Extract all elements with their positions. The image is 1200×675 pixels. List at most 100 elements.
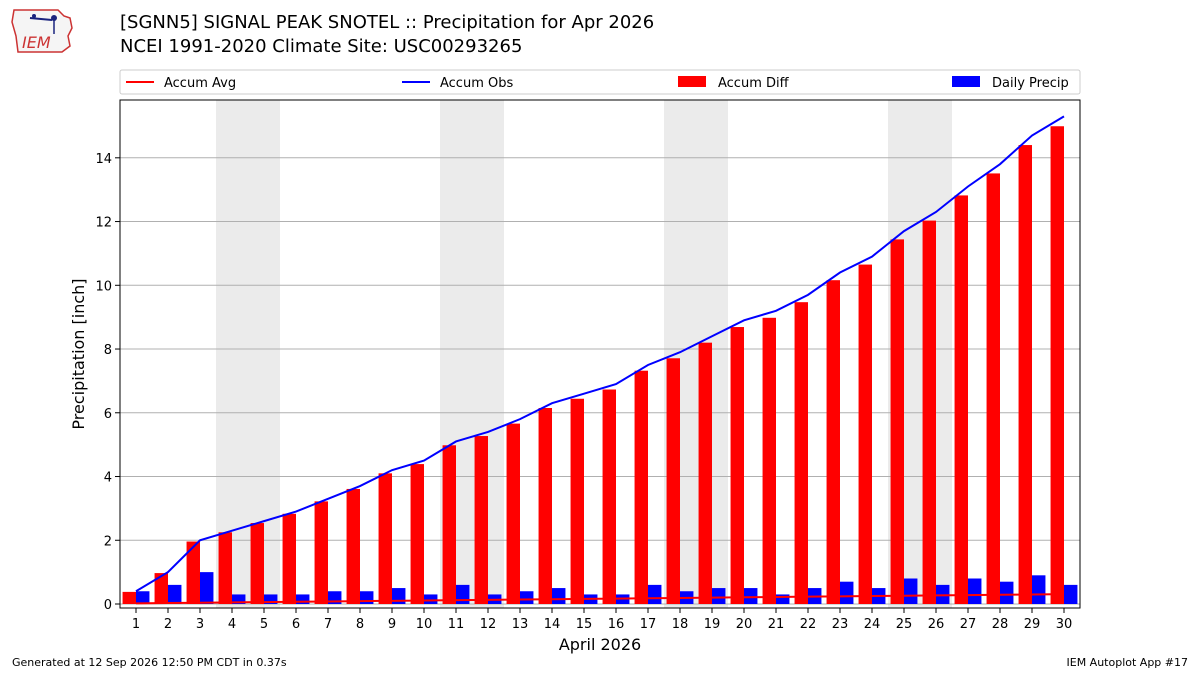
legend: Accum Avg Accum Obs Accum Diff Daily Precip [119,69,1081,95]
app-credit: IEM Autoplot App #17 [1066,656,1189,669]
bar-daily-precip [1000,581,1014,604]
bar-daily-precip [1064,584,1078,604]
bar-accum-diff [1018,145,1032,605]
plot-frame [119,99,1081,609]
x-tick-label: 9 [388,617,396,632]
bar-accum-diff [474,436,488,604]
generated-note: Generated at 12 Sep 2026 12:50 PM CDT in… [12,656,287,669]
x-tick-label: 11 [448,617,465,632]
x-tick-label: 12 [480,617,497,632]
bar-daily-precip [648,584,662,604]
bar-accum-diff [506,423,520,604]
bar-accum-diff [250,523,264,604]
bar-daily-precip [424,594,438,604]
bar-accum-diff [122,591,136,604]
x-tick-label: 29 [1024,617,1041,632]
bar-accum-diff [1050,126,1064,604]
legend-label: Accum Obs [440,76,513,91]
bar-daily-precip [840,581,854,604]
y-tick-label: 10 [95,279,112,294]
line-accum-avg [135,593,1065,605]
legend-swatch [952,76,980,87]
bar-daily-precip [264,594,278,604]
x-tick-label: 28 [992,617,1009,632]
bar-accum-diff [666,358,680,604]
y-axis-label: Precipitation [inch] [69,278,88,429]
legend-swatch [678,76,706,87]
bar-accum-diff [154,573,168,604]
bar-daily-precip [1032,575,1046,604]
bar-accum-diff [442,445,456,604]
x-tick-label: 24 [864,617,881,632]
bar-daily-precip [744,588,758,604]
bar-accum-diff [698,342,712,604]
x-tick-label: 3 [196,617,204,632]
legend-label: Accum Avg [164,76,236,91]
x-tick-label: 23 [832,617,849,632]
y-tick-label: 8 [104,343,112,358]
bar-daily-precip [712,588,726,604]
x-tick-label: 15 [576,617,593,632]
bar-accum-diff [186,541,200,604]
x-tick-label: 22 [800,617,817,632]
weekend-band [216,100,280,608]
bar-accum-diff [954,195,968,605]
bar-accum-diff [602,389,616,604]
x-tick-label: 10 [416,617,433,632]
bar-accum-diff [986,173,1000,605]
bar-accum-diff [858,264,872,604]
legend-label: Accum Diff [718,76,790,91]
bar-daily-precip [968,578,982,604]
bar-accum-diff [282,513,296,604]
x-tick-label: 1 [132,617,140,632]
iem-logo: IEM [11,9,73,53]
bar-accum-diff [730,327,744,604]
bar-accum-diff [794,302,808,604]
x-tick-label: 18 [672,617,689,632]
bar-daily-precip [520,591,534,604]
x-tick-label: 25 [896,617,913,632]
x-tick-label: 7 [324,617,332,632]
bar-accum-diff [762,317,776,604]
y-tick-label: 2 [104,534,112,549]
bar-accum-diff [538,407,552,604]
y-tick-label: 6 [104,407,112,422]
x-tick-label: 17 [640,617,657,632]
x-axis-label: April 2026 [559,635,641,654]
bar-daily-precip [168,584,182,604]
x-tick-label: 27 [960,617,977,632]
x-tick-label: 8 [356,617,364,632]
y-tick-label: 4 [104,471,112,486]
bar-accum-diff [346,488,360,604]
bar-daily-precip [296,594,310,604]
x-tick-label: 19 [704,617,721,632]
logo-text: IEM [22,33,51,52]
bar-daily-precip [136,591,150,604]
x-tick-label: 26 [928,617,945,632]
bar-accum-diff [890,239,904,605]
bar-accum-diff [922,220,936,604]
chart-title: [SGNN5] SIGNAL PEAK SNOTEL :: Precipitat… [120,12,655,33]
bar-accum-diff [314,501,328,604]
line-accum-obs [135,115,1065,593]
x-tick-label: 5 [260,617,268,632]
y-tick-label: 12 [95,216,112,231]
bar-accum-diff [634,370,648,604]
bar-accum-diff [410,464,424,604]
x-tick-label: 13 [512,617,529,632]
bar-daily-precip [776,594,790,604]
bar-daily-precip [200,572,214,604]
x-tick-label: 6 [292,617,300,632]
bar-accum-diff [218,532,232,604]
bar-accum-diff [378,473,392,604]
x-tick-label: 4 [228,617,236,632]
x-tick-label: 21 [768,617,785,632]
y-tick-label: 14 [95,152,112,167]
x-tick-label: 14 [544,617,561,632]
bar-daily-precip [232,594,246,604]
x-tick-label: 2 [164,617,172,632]
bar-daily-precip [552,588,566,604]
bar-accum-diff [570,398,584,604]
